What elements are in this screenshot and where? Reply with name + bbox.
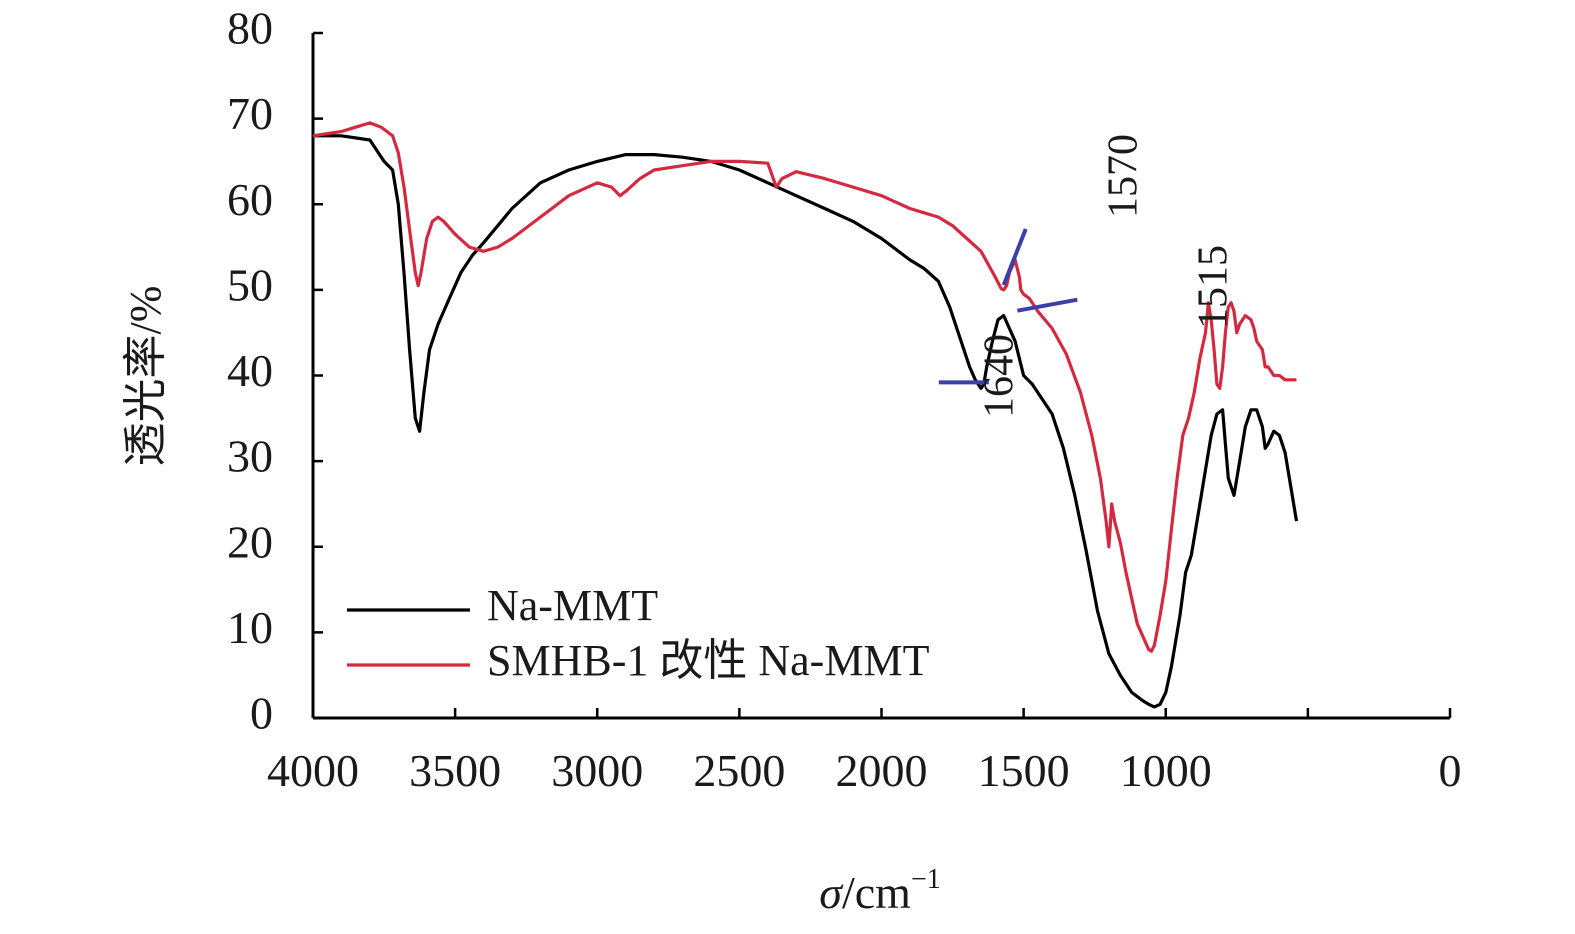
y-tick-label: 50 — [227, 259, 273, 310]
y-tick-label: 40 — [227, 345, 273, 396]
x-axis-superscript: −1 — [911, 864, 941, 895]
x-tick-label: 2000 — [836, 745, 928, 796]
series-layer — [312, 121, 1299, 709]
annotation-label-1515: 1515 — [1191, 245, 1237, 329]
x-tick-label: 1500 — [978, 745, 1070, 796]
annotation-leader-1570 — [1001, 228, 1028, 286]
y-tick-label: 70 — [227, 88, 273, 139]
y-tick-label: 80 — [227, 3, 273, 54]
x-tick-label: 3000 — [551, 745, 643, 796]
y-tick-label: 20 — [227, 516, 273, 567]
y-tick-label: 60 — [227, 174, 273, 225]
annotation-leader-1515 — [1017, 297, 1078, 313]
annotations-layer: 1640 1570 1515 — [938, 134, 1237, 418]
legend: Na-MMT SMHB-1 改性 Na-MMT — [347, 581, 930, 685]
y-tick-label: 30 — [227, 431, 273, 482]
x-axis-symbol: σ — [819, 867, 844, 918]
legend-label: SMHB-1 改性 Na-MMT — [487, 636, 930, 685]
x-tick-label: 0 — [1439, 745, 1462, 796]
y-tick-label: 0 — [250, 688, 273, 739]
axis-labels: 透光率/% σ/cm−1 — [121, 286, 941, 918]
annotation-label-1640: 1640 — [977, 334, 1023, 418]
x-tick-label: 2500 — [693, 745, 785, 796]
x-axis-unit: /cm — [842, 867, 911, 918]
series-line-na-mmt — [313, 134, 1299, 709]
x-tick-label: 4000 — [267, 745, 359, 796]
legend-label: Na-MMT — [487, 581, 658, 630]
x-tick-label: 1000 — [1120, 745, 1212, 796]
annotation-label-1570: 1570 — [1101, 134, 1147, 218]
axes: 0 10 20 30 40 50 60 70 80 4000 3500 3000 2500 2000 150… — [227, 3, 1462, 796]
series-line-smhb1-na-mmt — [312, 121, 1297, 653]
x-axis-label: σ/cm−1 — [819, 864, 940, 918]
y-tick-label: 10 — [227, 602, 273, 653]
x-tick-label: 3500 — [409, 745, 501, 796]
y-axis-label: 透光率/% — [121, 286, 170, 467]
